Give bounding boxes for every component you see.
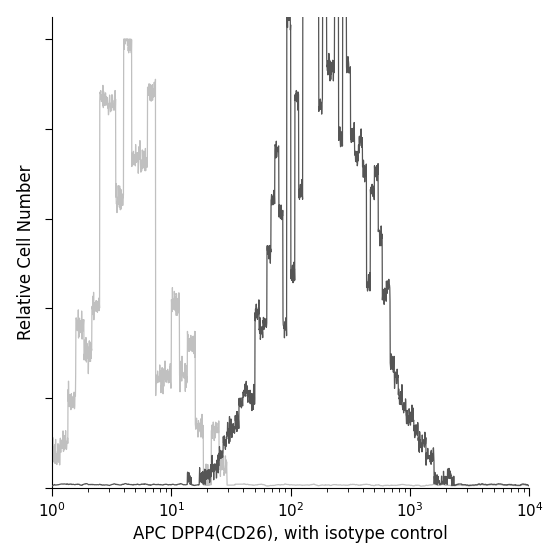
X-axis label: APC DPP4(CD26), with isotype control: APC DPP4(CD26), with isotype control bbox=[133, 525, 448, 543]
Y-axis label: Relative Cell Number: Relative Cell Number bbox=[17, 165, 35, 340]
